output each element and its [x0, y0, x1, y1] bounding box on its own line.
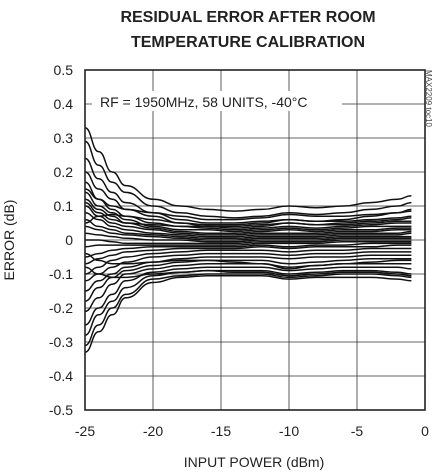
- x-tick-label: -5: [351, 423, 364, 439]
- y-tick-labels: -0.5 -0.4 -0.3 -0.2 -0.1 0 0.1 0.2 0.3 0.4 0.5: [49, 62, 73, 418]
- series-line-9: [84, 212, 412, 238]
- x-tick-label: -15: [211, 423, 231, 439]
- series-line-20: [84, 257, 412, 302]
- series-line-17: [84, 247, 412, 275]
- x-tick-labels: -25 -20 -15 -10 -5 0: [75, 423, 429, 439]
- series-line-2: [84, 140, 412, 219]
- series-line-13: [85, 239, 412, 245]
- series-line-16: [84, 244, 412, 265]
- series-line-22: [84, 266, 412, 326]
- series-line-12: [84, 232, 412, 243]
- y-tick-label: -0.4: [49, 368, 73, 384]
- series-line-28: [84, 252, 412, 270]
- y-tick-label: 0.2: [54, 164, 74, 180]
- series-line-18: [84, 251, 412, 282]
- series-line-11: [84, 225, 412, 241]
- x-tick-label: -25: [75, 423, 95, 439]
- y-tick-label: 0: [65, 232, 73, 248]
- y-axis-label: ERROR (dB): [1, 200, 17, 281]
- series-line-5: [84, 181, 412, 231]
- watermark: MAX2209 toc10: [424, 70, 433, 127]
- series-line-24: [84, 273, 412, 347]
- chart-title-line-2: TEMPERATURE CALIBRATION: [131, 34, 365, 51]
- series-line-27: [84, 201, 412, 229]
- y-tick-label: 0.4: [54, 96, 74, 112]
- series-line-15: [84, 242, 412, 258]
- annotation: RF = 1950MHz, 58 UNITS, -40°C: [100, 94, 308, 110]
- y-tick-label: 0.3: [54, 130, 74, 146]
- series-line-26: [84, 188, 412, 221]
- plot-frame: [84, 69, 426, 411]
- series-line-10: [84, 218, 412, 240]
- y-tick-label: -0.5: [49, 402, 73, 418]
- series-line-21: [84, 263, 412, 313]
- series-line-7: [84, 198, 412, 234]
- x-tick-label: -10: [279, 423, 299, 439]
- series-line-8: [84, 205, 412, 236]
- series-line-19: [84, 254, 412, 292]
- series-group: [84, 127, 412, 353]
- series-line-23: [84, 269, 412, 336]
- y-tick-label: -0.2: [49, 300, 73, 316]
- annotation-background: [92, 91, 342, 111]
- series-line-4: [84, 171, 412, 228]
- series-line-29: [84, 266, 412, 279]
- y-tick-label: 0.5: [54, 62, 74, 78]
- series-line-25: [84, 274, 412, 353]
- series-line-1: [84, 127, 412, 212]
- x-tick-label: -20: [143, 423, 163, 439]
- x-axis-label: INPUT POWER (dBm): [184, 454, 325, 470]
- series-line-30: [84, 213, 412, 226]
- y-tick-label: -0.3: [49, 334, 73, 350]
- chart-title-line-1: RESIDUAL ERROR AFTER ROOM: [120, 9, 375, 26]
- series-line-3: [84, 157, 412, 224]
- y-tick-label: 0.1: [54, 198, 74, 214]
- x-tick-label: 0: [421, 423, 429, 439]
- series-line-14: [84, 240, 412, 248]
- y-tick-label: -0.1: [49, 266, 73, 282]
